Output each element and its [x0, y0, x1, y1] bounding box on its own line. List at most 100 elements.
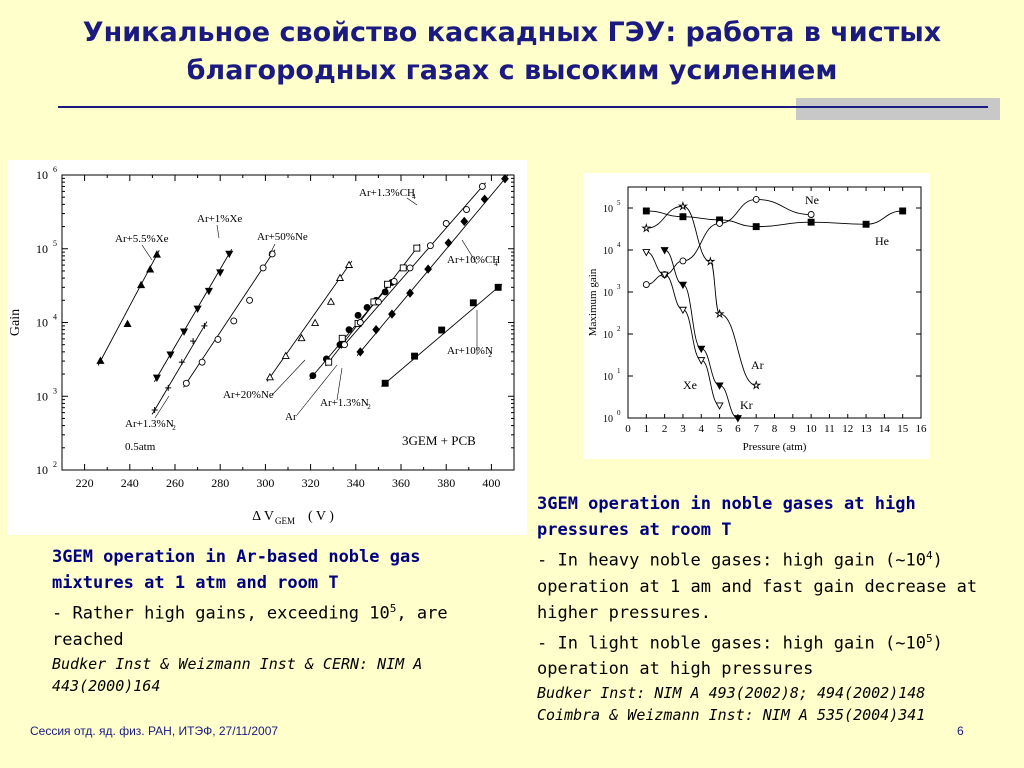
- point-ar: [363, 303, 371, 311]
- point-he: [642, 207, 650, 215]
- x-tick-label: 0: [625, 423, 631, 435]
- point-ar-1-xe: [225, 250, 234, 259]
- point-ar-10-n2: [494, 283, 502, 291]
- label-pointer: [154, 395, 170, 419]
- x-tick-label: 12: [842, 423, 853, 435]
- point-ar-1-3-n2: [165, 384, 172, 391]
- series-line-ar-50-ne: [183, 249, 276, 388]
- series-label-sub-ar-10-ch4: 4: [494, 260, 498, 268]
- point-ar-10-n2: [381, 379, 389, 387]
- series-line-xe: [664, 249, 739, 419]
- x-tick-label: 380: [437, 476, 455, 490]
- series-label-sub-ar-1-3-ch4: 4: [412, 193, 416, 201]
- point-ar-5-5-xe: [123, 319, 132, 327]
- point-ar-20-ne: [311, 318, 320, 326]
- x-tick-label: 13: [861, 423, 873, 435]
- point-he: [679, 213, 687, 221]
- point-ar-10-ch4: [388, 309, 396, 319]
- series-label-sub-ar-1-3-n2: 2: [367, 403, 371, 411]
- point-ar-10-ch4: [406, 288, 414, 298]
- series-line-ar-1-3-n2: [151, 321, 208, 415]
- point-ar-10-n2: [438, 326, 446, 334]
- point-he: [862, 220, 870, 228]
- title-line-1: Уникальное свойство каскадных ГЭУ: работ…: [82, 17, 942, 48]
- x-tick-label: 260: [166, 476, 184, 490]
- y-tick-exponent: 6: [53, 165, 57, 174]
- point-ar-20-ne: [297, 333, 306, 342]
- series-label-ne: Ne: [805, 193, 819, 207]
- point-ar-50-ne: [182, 379, 190, 387]
- point-ar-50-ne: [246, 296, 254, 304]
- point-ar-5-5-xe: [96, 356, 105, 364]
- title-accent-box: [796, 98, 1000, 120]
- left-text-pre: - Rather high gains, exceeding 10: [52, 603, 390, 624]
- series-label-sub-ar-10-n2: 2: [488, 351, 492, 359]
- x-tick-label: 280: [211, 476, 229, 490]
- x-tick-label: 9: [790, 423, 796, 435]
- y-tick-label: 10: [603, 414, 613, 425]
- point-ne: [752, 195, 760, 203]
- gain-vs-pressure-panel: 0 1 2 3 4 5 6 7 8 9 10 11 12 13 14 15 16 10 0 10 1 10 2 10 3 10 4 1…: [583, 173, 930, 459]
- x-tick-label: 400: [482, 476, 500, 490]
- point-ar: [309, 372, 317, 380]
- right-caption-ref-1: Budker Inst: NIM A 493(2002)8; 494(2002)…: [537, 684, 926, 703]
- point-xe: [678, 281, 687, 290]
- left-caption-text: - Rather high gains, exceeding 105, are …: [52, 596, 492, 653]
- series-label-ar-50-ne: Ar+50%Ne: [257, 231, 308, 243]
- x-tick-label: 11: [824, 423, 835, 435]
- y-tick-exponent: 3: [617, 283, 621, 291]
- y-tick-label: 10: [36, 168, 48, 182]
- point-ar-1-xe: [166, 351, 175, 359]
- point-ar-1-3-n2: [338, 334, 346, 342]
- point-ar-1-3-ch4: [374, 298, 382, 306]
- point-ar-1-3-ch4: [406, 264, 414, 272]
- right-caption-bullet-1: - In heavy noble gases: high gain (~104)…: [537, 543, 1007, 626]
- point-ar-50-ne: [230, 317, 238, 325]
- point-ar-50-ne: [214, 335, 222, 343]
- y-tick-label: 10: [36, 242, 48, 256]
- title-line-2: благородных газах с высоким усилением: [186, 55, 838, 86]
- series-label-ar: Ar: [751, 358, 764, 372]
- x-axis-label: Δ V: [252, 509, 274, 524]
- point-he: [899, 207, 907, 215]
- point-xe: [715, 382, 724, 390]
- x-tick-label: 7: [753, 423, 759, 435]
- label-pointer: [268, 243, 276, 257]
- point-ar: [354, 311, 362, 319]
- point-ar: [641, 222, 652, 233]
- left-text-sup: 5: [389, 602, 397, 615]
- point-kr: [660, 271, 669, 280]
- series-label-sub-ar-1-3-n2: 2: [172, 424, 176, 432]
- point-kr: [678, 306, 687, 315]
- series-label-ar-10-ch4: Ar+10%CH: [447, 254, 500, 266]
- r-b2-pre: - In light noble gases: high gain (~10: [537, 633, 926, 654]
- point-ar-1-xe: [152, 374, 161, 382]
- point-ar-10-n2: [411, 352, 419, 360]
- point-ar-1-3-n2: [325, 358, 333, 366]
- x-tick-label: 340: [347, 476, 365, 490]
- point-ar-20-ne: [326, 297, 336, 305]
- point-ar-10-ch4: [372, 325, 381, 335]
- point-ar-1-xe: [216, 269, 225, 277]
- series-line-ar-10-n2: [381, 283, 503, 387]
- r-b1-post: ) operation at 1 am and fast gain decrea…: [537, 550, 978, 623]
- series-line-ar-1-3-ch4: [340, 182, 486, 349]
- series-label-xe: Xe: [683, 378, 697, 392]
- x-tick-label: 14: [879, 423, 891, 435]
- r-b1-pre: - In heavy noble gases: high gain (~10: [537, 550, 926, 571]
- left-caption-ref: Budker Inst & Weizmann Inst & CERN: NIM …: [52, 654, 423, 695]
- series-label-ar-1-3-ch4: Ar+1.3%CH: [359, 187, 415, 199]
- x-tick-label: 220: [76, 476, 94, 490]
- point-ar-20-ne: [344, 260, 354, 268]
- point-xe: [733, 415, 742, 423]
- series-label-ar: Ar: [285, 411, 297, 423]
- x-tick-label: 6: [735, 423, 741, 435]
- point-ar-1-3-ch4: [390, 278, 398, 285]
- x-tick-label: 300: [256, 476, 274, 490]
- point-ar: [345, 326, 353, 334]
- x-tick-label: 4: [699, 423, 705, 435]
- point-ar-20-ne: [265, 372, 274, 381]
- footer: Сессия отд. яд. физ. РАН, ИТЭФ, 27/11/20…: [30, 724, 279, 738]
- right-caption-bullet-2: - In light noble gases: high gain (~105)…: [537, 626, 1007, 683]
- label-pointer: [296, 364, 338, 416]
